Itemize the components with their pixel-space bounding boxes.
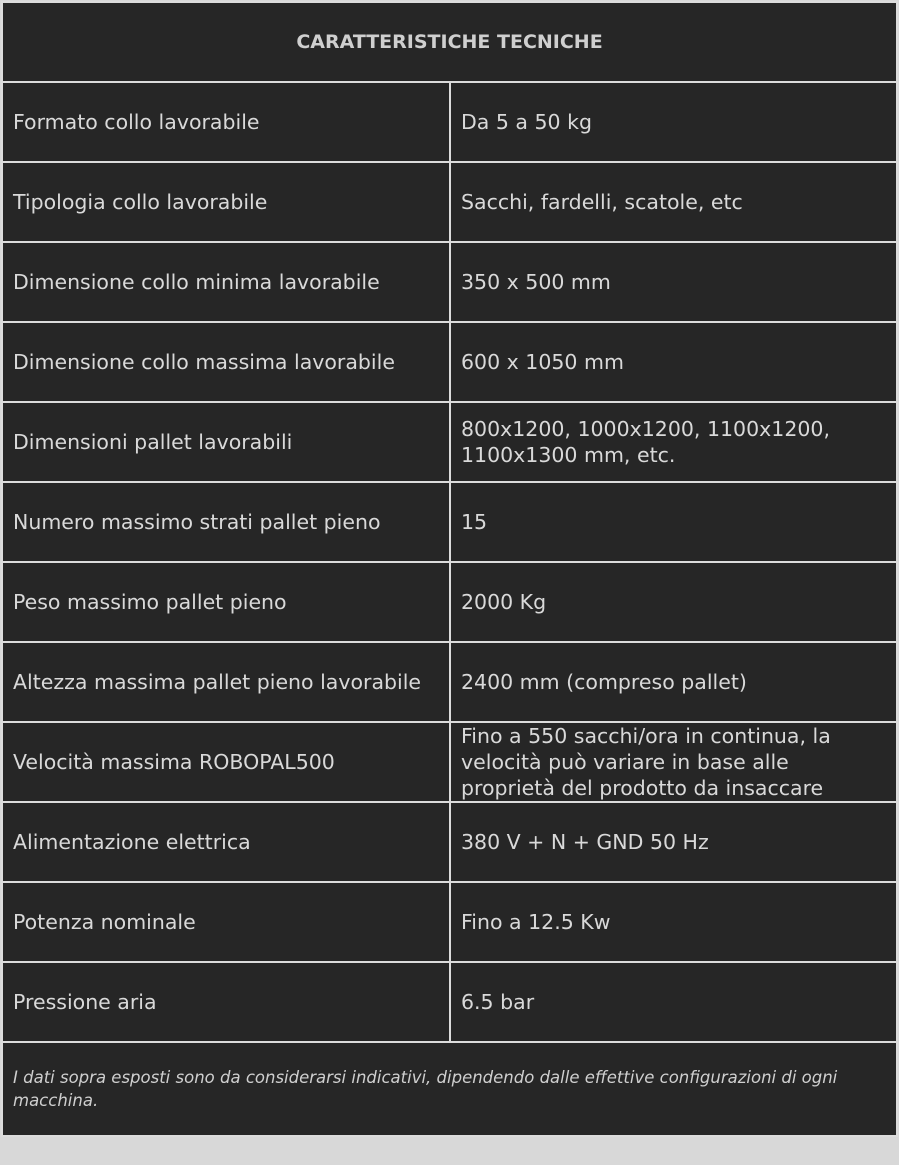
spec-label: Peso massimo pallet pieno (1, 561, 451, 643)
footnote-row: I dati sopra esposti sono da considerars… (1, 1041, 898, 1137)
spec-label: Tipologia collo lavorabile (1, 161, 451, 243)
spec-value: 600 x 1050 mm (449, 321, 898, 403)
spec-label: Dimensione collo massima lavorabile (1, 321, 451, 403)
table-row: Altezza massima pallet pieno lavorabile 2… (1, 641, 898, 723)
spec-value: 15 (449, 481, 898, 563)
spec-value: Sacchi, fardelli, scatole, etc (449, 161, 898, 243)
spec-value: 800x1200, 1000x1200, 1100x1200, 1100x130… (449, 401, 898, 483)
spec-value: Fino a 550 sacchi/ora in continua, la ve… (449, 721, 898, 803)
table-row: Numero massimo strati pallet pieno 15 (1, 481, 898, 563)
table-title: CARATTERISTICHE TECNICHE (1, 1, 898, 83)
footnote: I dati sopra esposti sono da considerars… (1, 1041, 898, 1137)
spec-value: 380 V + N + GND 50 Hz (449, 801, 898, 883)
spec-label: Formato collo lavorabile (1, 81, 451, 163)
table-row: Alimentazione elettrica 380 V + N + GND 5… (1, 801, 898, 883)
spec-value: Fino a 12.5 Kw (449, 881, 898, 963)
table-row: Potenza nominale Fino a 12.5 Kw (1, 881, 898, 963)
table-header-row: CARATTERISTICHE TECNICHE (1, 1, 898, 83)
spec-value: 350 x 500 mm (449, 241, 898, 323)
table-row: Dimensione collo minima lavorabile 350 x … (1, 241, 898, 323)
spec-label: Velocità massima ROBOPAL500 (1, 721, 451, 803)
table-row: Dimensione collo massima lavorabile 600 x… (1, 321, 898, 403)
specs-table: CARATTERISTICHE TECNICHE Formato collo l… (1, 1, 898, 1137)
spec-value: 6.5 bar (449, 961, 898, 1043)
spec-label: Numero massimo strati pallet pieno (1, 481, 451, 563)
table-row: Formato collo lavorabile Da 5 a 50 kg (1, 81, 898, 163)
table-row: Pressione aria 6.5 bar (1, 961, 898, 1043)
spec-label: Altezza massima pallet pieno lavorabile (1, 641, 451, 723)
spec-value: 2000 Kg (449, 561, 898, 643)
table-row: Dimensioni pallet lavorabili 800x1200, 10… (1, 401, 898, 483)
spec-label: Pressione aria (1, 961, 451, 1043)
spec-value: 2400 mm (compreso pallet) (449, 641, 898, 723)
spec-label: Dimensione collo minima lavorabile (1, 241, 451, 323)
spec-label: Dimensioni pallet lavorabili (1, 401, 451, 483)
table-row: Peso massimo pallet pieno 2000 Kg (1, 561, 898, 643)
table-row: Velocità massima ROBOPAL500 Fino a 550 sa… (1, 721, 898, 803)
spec-label: Alimentazione elettrica (1, 801, 451, 883)
table-row: Tipologia collo lavorabile Sacchi, fardel… (1, 161, 898, 243)
spec-label: Potenza nominale (1, 881, 451, 963)
spec-value: Da 5 a 50 kg (449, 81, 898, 163)
